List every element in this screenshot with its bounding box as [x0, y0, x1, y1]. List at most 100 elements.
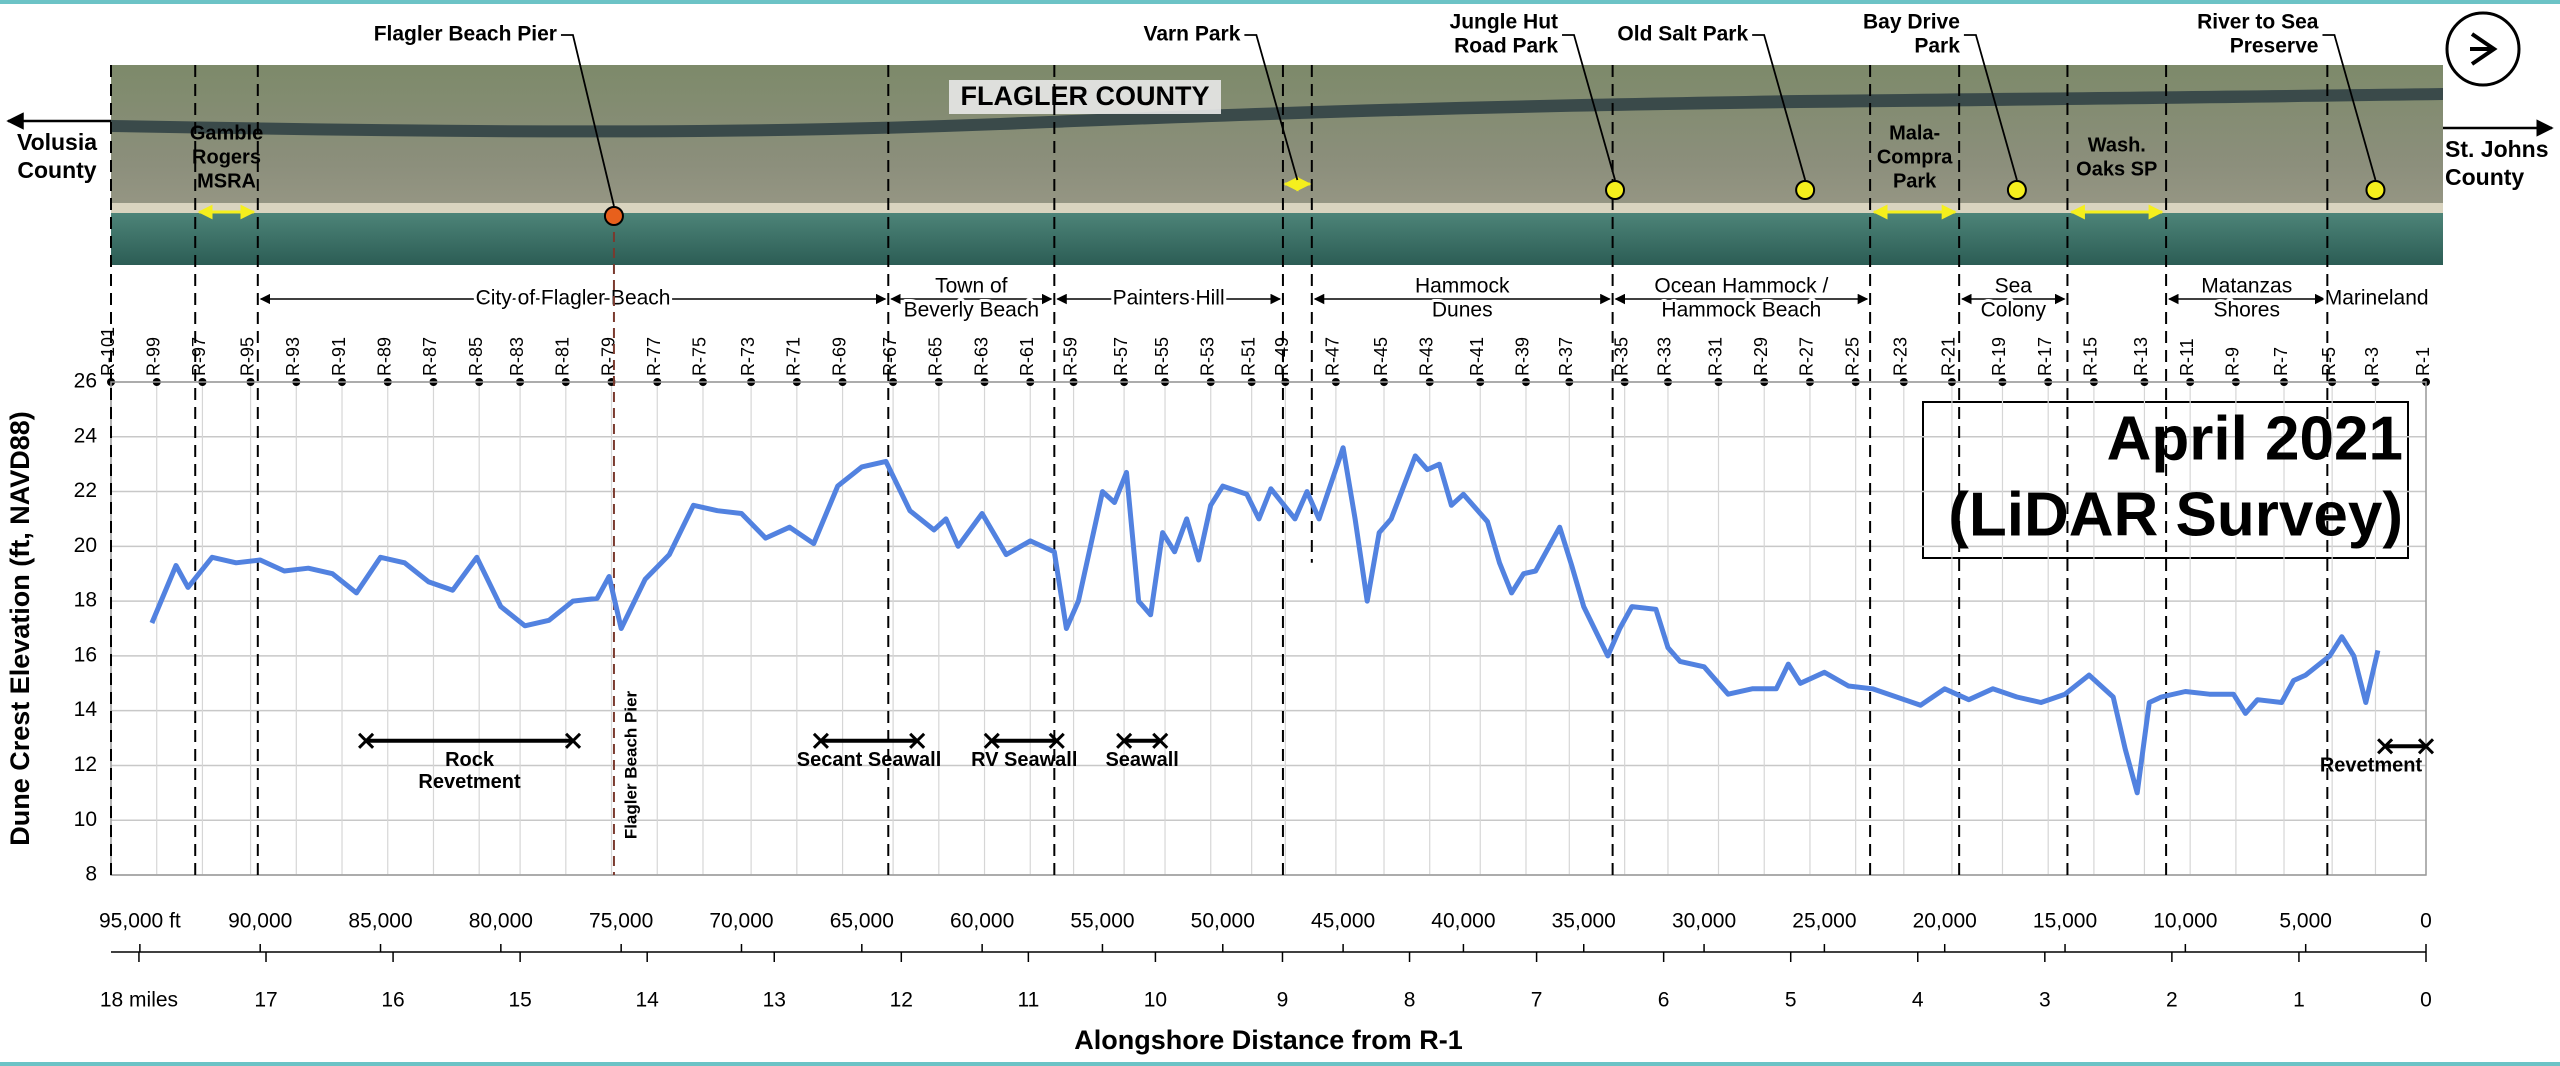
- x-tick-label: 80,000: [469, 910, 533, 933]
- monument-label: R-53: [1197, 337, 1217, 376]
- x2-tick-label: 7: [1531, 989, 1543, 1012]
- bottom-border: [0, 1062, 2560, 1066]
- monument-label: R-93: [283, 337, 303, 376]
- county-box: [949, 80, 1221, 114]
- x-tick-label: 25,000: [1792, 910, 1856, 933]
- zone-label: Beverly Beach: [904, 299, 1039, 322]
- monument-label: R-43: [1416, 337, 1436, 376]
- monument-label: R-69: [829, 337, 849, 376]
- y-tick-label: 16: [74, 643, 97, 666]
- x-tick-label: 30,000: [1672, 910, 1736, 933]
- monument-label: R-19: [1989, 337, 2009, 376]
- map-site-marker: [1605, 180, 1626, 200]
- map-site-label: Road Park: [1454, 35, 1558, 58]
- monument-label: R-77: [644, 337, 664, 376]
- north-arrow-glyph: [2470, 32, 2498, 66]
- monument-label: R-101: [98, 327, 118, 376]
- map-area-label: Compra: [1877, 146, 1953, 168]
- monument-label: R-91: [329, 337, 349, 376]
- armoring-label: Seawall: [1105, 749, 1178, 771]
- zone-label: Hammock: [1415, 275, 1510, 298]
- x-tick-label: 65,000: [830, 910, 894, 933]
- map-site-leader: [1963, 34, 2018, 181]
- monument-label: R-57: [1111, 337, 1131, 376]
- x-tick-label: 95,000 ft: [99, 910, 181, 933]
- map-area-label: Oaks SP: [2076, 158, 2157, 180]
- county-name: County: [17, 157, 96, 183]
- map-site-leader: [1562, 34, 1616, 181]
- monument-label: R-39: [1513, 337, 1533, 376]
- x-tick-label: 45,000: [1311, 910, 1375, 933]
- map-site-marker: [603, 206, 624, 226]
- zone-label: City of Flagler Beach: [476, 287, 671, 310]
- x-tick-label: 60,000: [950, 910, 1014, 933]
- zone-label: Colony: [1981, 299, 2047, 322]
- monument-label: R-5: [2319, 347, 2339, 376]
- county-label: FLAGLER COUNTY: [961, 81, 1210, 111]
- y-tick-label: 8: [85, 863, 97, 886]
- map-site-leader: [2322, 34, 2377, 181]
- map-area-label: Park: [1893, 170, 1937, 192]
- y-tick-label: 18: [74, 589, 97, 612]
- monument-label: R-97: [189, 337, 209, 376]
- x2-tick-label: 11: [1017, 989, 1039, 1012]
- armoring-end: [1116, 732, 1133, 749]
- monument-label: R-15: [2081, 337, 2101, 376]
- monument-label: R-25: [1842, 337, 1862, 376]
- map-area-label: MSRA: [197, 170, 256, 192]
- zone-label: Painters Hill: [1113, 287, 1225, 310]
- monument-label: R-1: [2413, 347, 2433, 376]
- monument-label: R-51: [1238, 337, 1258, 376]
- plot-frame: [110, 381, 2427, 876]
- monument-label: R-83: [507, 337, 527, 376]
- top-border: [0, 0, 2560, 4]
- x2-tick-label: 15: [508, 989, 531, 1012]
- monument-label: R-67: [880, 337, 900, 376]
- armoring-end: [1152, 732, 1169, 749]
- y-tick-label: 14: [74, 698, 98, 721]
- armoring-end: [564, 732, 582, 749]
- x2-tick-label: 8: [1404, 989, 1416, 1012]
- annotation: April 2021: [2107, 404, 2403, 473]
- y-tick-label: 12: [74, 753, 97, 776]
- monument-label: R-41: [1467, 337, 1487, 376]
- zone-label: Matanzas: [2201, 275, 2292, 298]
- armoring-end: [1048, 732, 1065, 749]
- y-axis-title: Dune Crest Elevation (ft, NAVD88): [5, 411, 35, 846]
- map-site-label: River to Sea: [2197, 11, 2319, 34]
- photo-ocean: [111, 213, 2443, 265]
- monument-label: R-35: [1611, 337, 1631, 376]
- map-area-label: Rogers: [192, 146, 261, 168]
- x2-tick-label: 2: [2166, 989, 2178, 1012]
- y-tick-label: 26: [74, 370, 97, 393]
- monument-label: R-65: [926, 337, 946, 376]
- armoring-end: [2377, 738, 2394, 755]
- x-tick-label: 85,000: [348, 910, 412, 933]
- monument-label: R-59: [1060, 337, 1080, 376]
- monument-label: R-85: [466, 337, 486, 376]
- x-tick-label: 5,000: [2279, 910, 2332, 933]
- aerial-photo: FLAGLER COUNTY: [111, 65, 2443, 265]
- zone-label: Marineland: [2325, 287, 2429, 310]
- armoring-label: RV Seawall: [971, 749, 1077, 771]
- x-tick-label: 35,000: [1552, 910, 1616, 933]
- zone-label: Hammock Beach: [1661, 299, 1821, 322]
- y-tick-label: 22: [74, 479, 97, 502]
- county-name: Volusia: [17, 129, 97, 155]
- monument-label: R-11: [2177, 338, 2197, 376]
- photo-river: [111, 88, 2443, 138]
- county-name: County: [2445, 164, 2524, 190]
- map-site-label: Varn Park: [1143, 23, 1240, 46]
- monument-label: R-61: [1017, 337, 1037, 376]
- monument-label: R-27: [1797, 337, 1817, 376]
- x-tick-label: 15,000: [2033, 910, 2097, 933]
- monument-label: R-37: [1556, 337, 1576, 376]
- monument-label: R-63: [971, 337, 991, 376]
- monument-label: R-13: [2131, 337, 2151, 376]
- armoring-end: [2417, 738, 2435, 755]
- armoring-end: [909, 732, 926, 749]
- x2-tick-label: 0: [2420, 989, 2432, 1012]
- county-name: St. Johns: [2445, 136, 2549, 162]
- armoring-label: Revetment: [2320, 755, 2423, 777]
